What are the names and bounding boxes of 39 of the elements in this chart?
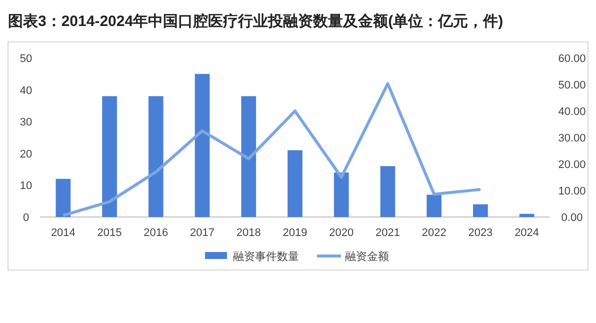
bar: [148, 96, 164, 217]
x-tick-label: 2024: [514, 227, 540, 239]
bar: [380, 166, 396, 217]
x-tick-label: 2019: [282, 227, 308, 239]
y2-tick-label: 30.00: [558, 132, 586, 144]
bar: [334, 172, 349, 217]
x-tick-label: 2021: [375, 227, 400, 239]
bar: [519, 214, 534, 217]
x-tick-label: 2020: [329, 227, 354, 239]
x-tick-label: 2014: [50, 227, 76, 239]
y2-tick-label: 20.00: [558, 159, 586, 171]
y2-tick-label: 0.00: [561, 212, 583, 224]
chart-title: 图表3：2014-2024年中国口腔医疗行业投融资数量及金额(单位：亿元，件): [8, 12, 504, 30]
bar: [241, 96, 256, 217]
bar: [102, 96, 117, 217]
bar: [194, 74, 210, 217]
legend-label: 融资金额: [345, 250, 389, 263]
line-series: [62, 82, 482, 217]
y2-tick-label: 50.00: [558, 80, 586, 92]
y2-tick-label: 10.00: [558, 186, 586, 198]
y2-tick-label: 40.00: [558, 106, 586, 118]
y-tick-label: 10: [20, 180, 32, 192]
bar: [56, 178, 71, 217]
legend-label: 融资事件数量: [233, 250, 299, 263]
x-tick-label: 2018: [236, 227, 261, 239]
y-tick-label: 40: [20, 84, 32, 97]
x-tick-label: 2016: [144, 227, 168, 239]
bar: [426, 194, 442, 217]
bar: [288, 150, 302, 217]
bar: [473, 204, 488, 217]
x-tick-label: 2022: [422, 227, 446, 239]
y-tick-label: 30: [20, 116, 32, 129]
x-tick-label: 2023: [468, 227, 493, 239]
x-tick-label: 2017: [190, 227, 215, 239]
y-tick-label: 0: [22, 212, 30, 224]
y-tick-label: 20: [20, 148, 32, 160]
x-tick-label: 2015: [97, 227, 122, 239]
y-tick-label: 50: [20, 53, 32, 65]
y2-tick-label: 60.00: [558, 53, 586, 65]
